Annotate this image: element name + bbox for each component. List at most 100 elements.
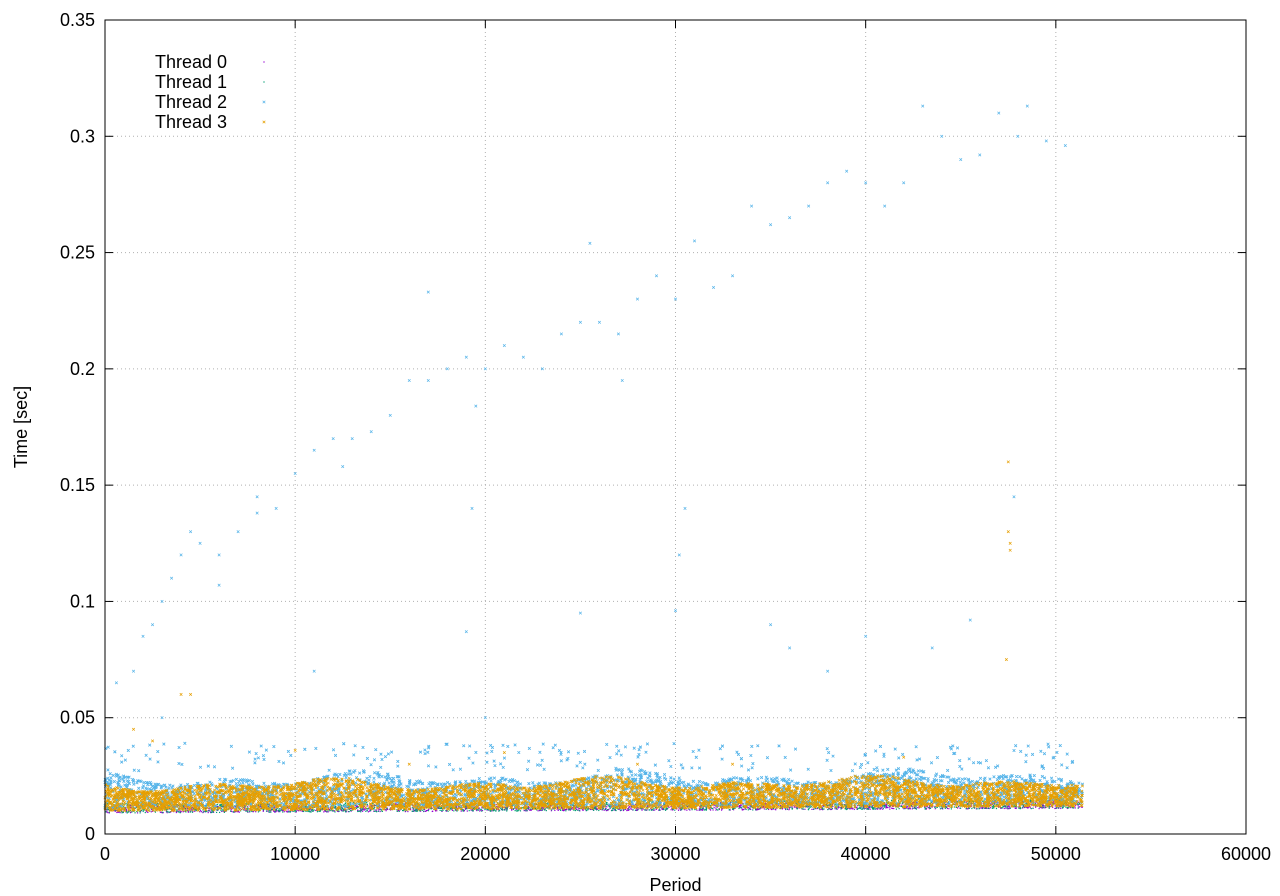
data-point — [416, 805, 419, 807]
data-point — [219, 804, 221, 807]
data-point — [588, 808, 590, 810]
data-point — [375, 804, 377, 807]
data-point — [356, 806, 358, 808]
data-point — [334, 811, 336, 813]
data-point — [386, 808, 388, 810]
data-point — [325, 805, 327, 808]
data-point — [1066, 807, 1068, 810]
data-point — [856, 807, 858, 809]
data-point — [596, 808, 599, 810]
data-point — [278, 810, 281, 813]
data-point — [350, 807, 353, 810]
data-point — [460, 810, 462, 812]
data-point — [718, 808, 721, 811]
data-point — [738, 804, 741, 807]
data-point — [689, 809, 691, 811]
data-point — [640, 803, 642, 805]
data-point — [866, 807, 869, 810]
data-point — [255, 805, 257, 807]
data-point — [902, 801, 904, 803]
data-point — [842, 803, 844, 806]
data-point — [342, 808, 344, 810]
data-point — [744, 808, 746, 810]
data-point — [858, 807, 860, 809]
data-point — [874, 808, 876, 810]
data-point — [453, 810, 455, 812]
data-point — [834, 808, 836, 810]
data-point — [914, 802, 916, 804]
data-point — [757, 805, 759, 807]
data-point — [418, 807, 420, 809]
data-point — [983, 807, 986, 809]
data-point — [890, 799, 893, 801]
data-point — [618, 808, 620, 810]
data-point — [1059, 805, 1062, 808]
data-point — [425, 810, 427, 812]
data-point — [556, 806, 559, 809]
data-point — [988, 807, 990, 810]
data-point — [839, 806, 841, 809]
data-point — [112, 807, 114, 809]
data-point — [674, 796, 677, 798]
data-point — [178, 805, 180, 807]
data-point — [892, 807, 894, 810]
data-point — [135, 807, 137, 809]
data-point — [607, 804, 609, 807]
data-point — [717, 809, 719, 811]
data-point — [658, 805, 660, 807]
data-point — [732, 806, 734, 808]
data-point — [883, 801, 885, 804]
data-point — [502, 809, 504, 811]
data-point — [609, 807, 611, 809]
data-point — [863, 808, 865, 810]
data-point — [501, 807, 503, 810]
data-point — [124, 807, 127, 809]
data-point — [416, 808, 418, 810]
data-point — [838, 803, 840, 806]
data-point — [270, 808, 273, 810]
data-point — [1061, 807, 1064, 809]
data-point — [628, 808, 630, 810]
data-point — [505, 807, 507, 809]
data-point — [672, 808, 674, 811]
data-point — [776, 802, 778, 804]
data-point — [166, 812, 168, 814]
data-point — [350, 808, 352, 810]
data-point — [450, 805, 452, 807]
data-point — [765, 808, 767, 810]
data-point — [933, 806, 936, 808]
data-point — [317, 810, 319, 812]
data-point — [645, 809, 647, 811]
data-point — [759, 807, 762, 809]
data-point — [330, 809, 332, 811]
data-point — [1048, 807, 1050, 809]
data-point — [587, 808, 589, 810]
data-point — [801, 808, 803, 810]
data-point — [354, 804, 357, 806]
data-point — [218, 804, 221, 806]
data-point — [572, 803, 574, 805]
data-point — [181, 805, 183, 807]
data-point — [273, 807, 275, 809]
data-point — [830, 808, 832, 811]
data-point — [230, 809, 232, 811]
data-point — [220, 809, 222, 812]
data-point — [915, 806, 917, 808]
data-point — [219, 804, 221, 806]
data-point — [378, 809, 380, 811]
data-point — [316, 808, 318, 810]
data-point — [617, 808, 619, 810]
data-point — [908, 808, 911, 810]
data-point — [372, 804, 374, 807]
data-point — [542, 808, 544, 810]
data-point — [226, 806, 228, 808]
data-point — [934, 805, 936, 807]
data-point — [374, 804, 376, 806]
data-point — [324, 810, 326, 812]
data-point — [160, 811, 162, 813]
data-point — [436, 806, 438, 808]
data-point — [747, 806, 749, 808]
data-point — [455, 809, 457, 812]
data-point — [562, 809, 565, 812]
data-point — [627, 809, 629, 811]
